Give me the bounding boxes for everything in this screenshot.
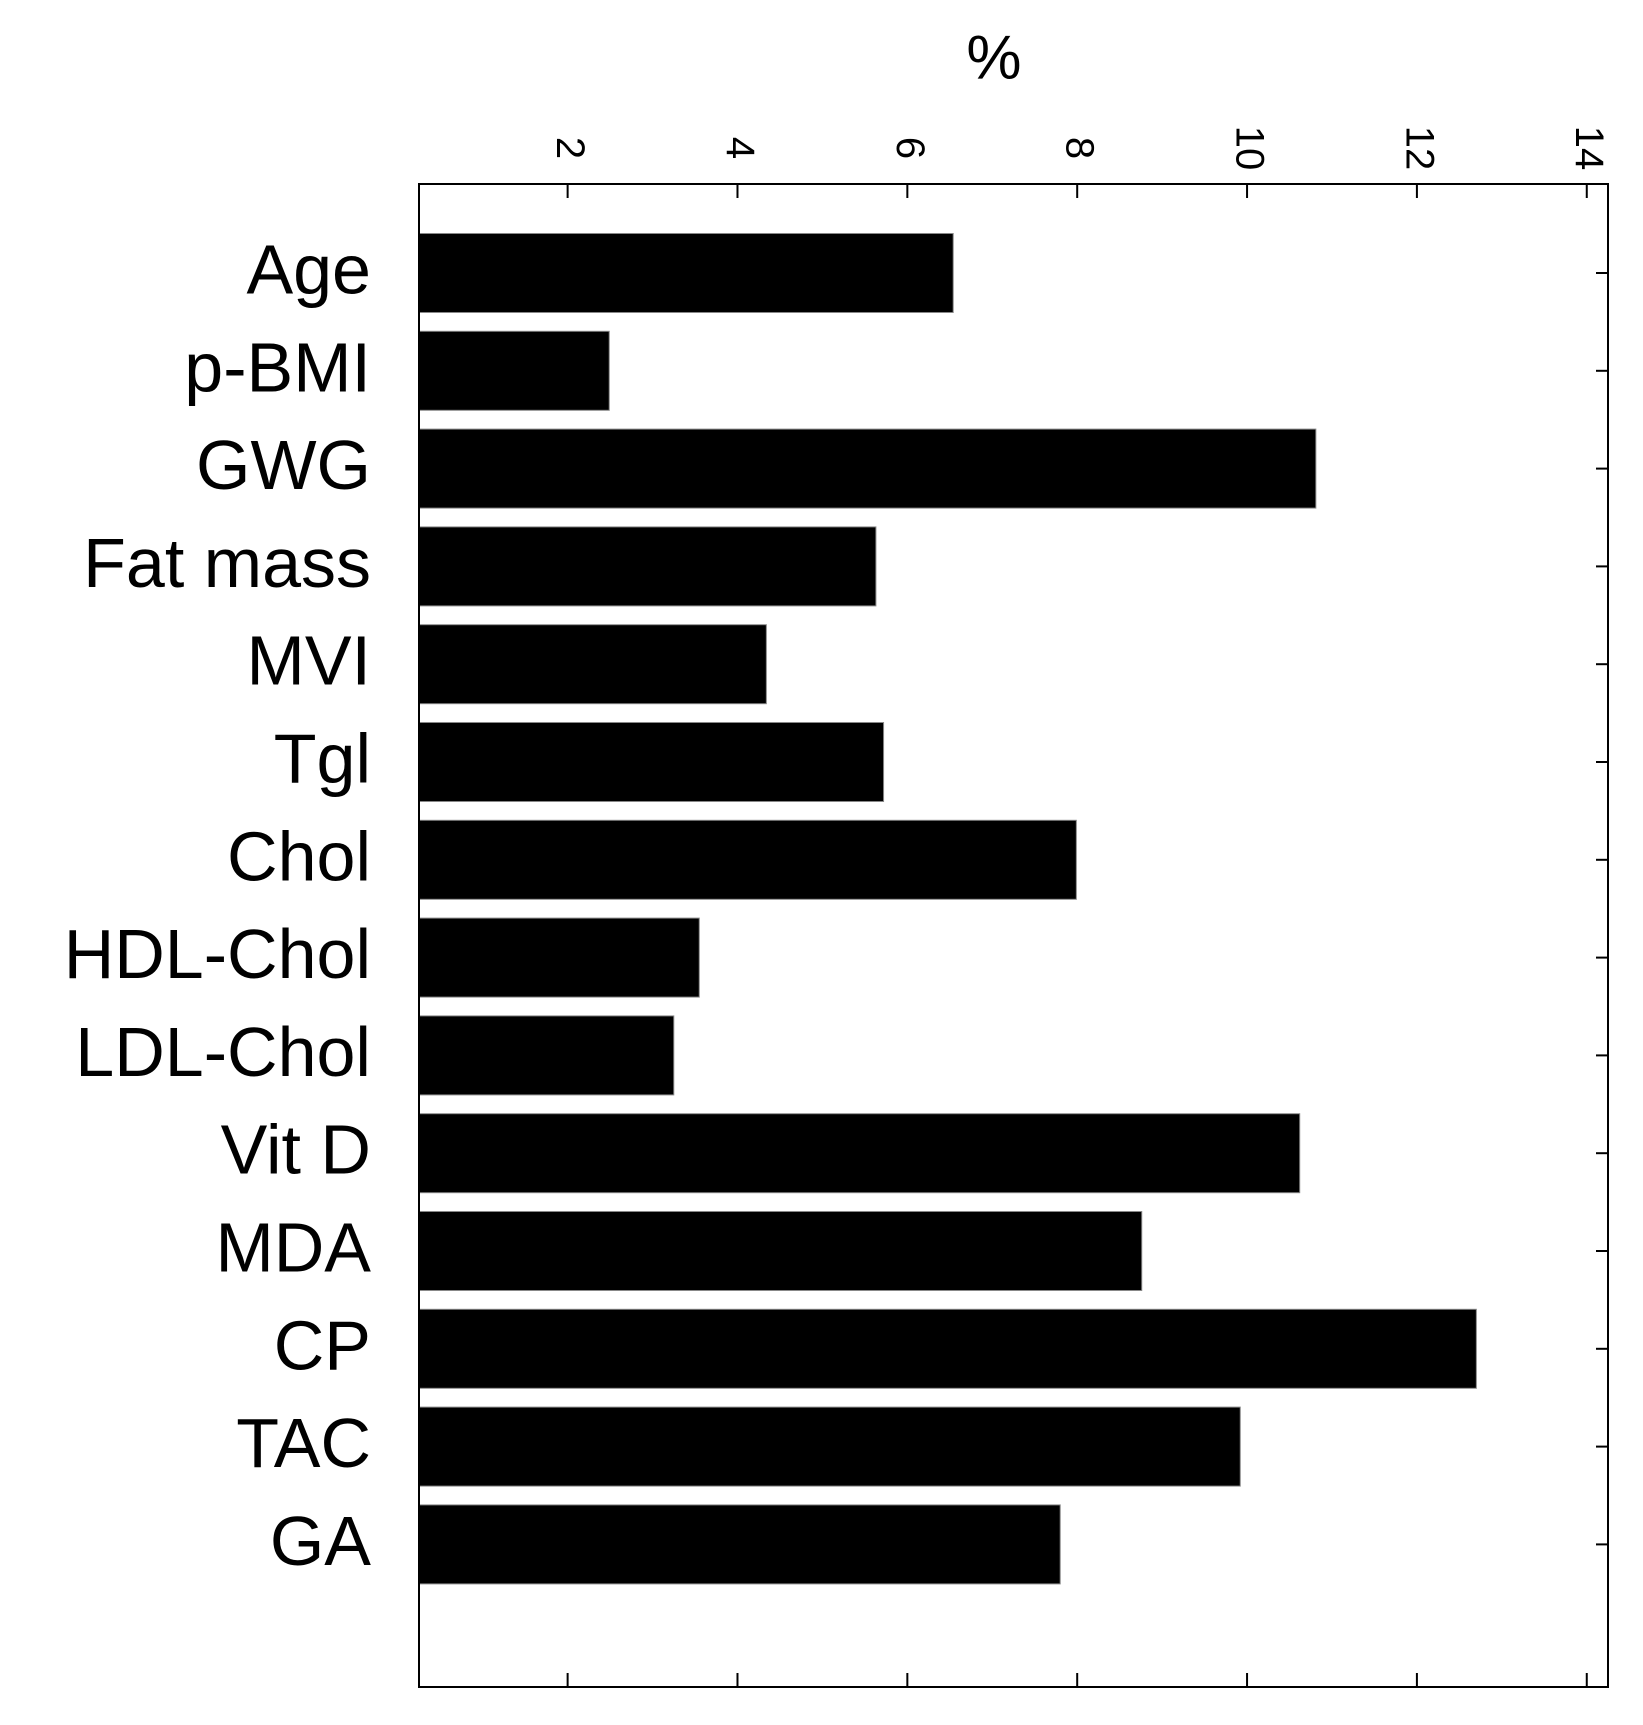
y-tick-label: GA — [270, 1502, 371, 1580]
bar — [418, 917, 700, 998]
y-tick-label: TAC — [236, 1404, 371, 1482]
bar — [418, 428, 1317, 509]
y-tick-label: Chol — [227, 817, 371, 895]
bar — [418, 819, 1077, 900]
y-tick-label: Tgl — [274, 719, 371, 797]
x-tick-label: 14 — [1567, 126, 1611, 171]
bar — [418, 624, 767, 705]
y-tick-label: Vit D — [221, 1111, 371, 1189]
bar — [418, 1211, 1143, 1291]
bar — [418, 1015, 675, 1096]
bar — [418, 233, 954, 313]
x-tick-label: 2 — [548, 137, 592, 159]
bar — [418, 1308, 1477, 1389]
bar — [418, 1406, 1241, 1487]
x-axis-label: % — [966, 23, 1021, 92]
x-tick-label: 8 — [1058, 137, 1102, 159]
y-tick-label: p-BMI — [184, 328, 371, 406]
y-tick-label: GWG — [196, 426, 371, 504]
y-tick-label: MVI — [247, 622, 371, 700]
bar — [418, 1113, 1301, 1194]
axes-frame — [418, 183, 1609, 1688]
bar — [418, 526, 877, 607]
y-tick-label: CP — [274, 1306, 371, 1384]
y-tick-label: LDL-Chol — [75, 1013, 371, 1091]
x-tick-label: 12 — [1397, 126, 1441, 171]
bar — [418, 330, 610, 411]
y-tick-label: HDL-Chol — [64, 915, 371, 993]
x-tick-label: 10 — [1227, 126, 1271, 171]
y-tick-label: Fat mass — [83, 524, 371, 602]
bar — [418, 722, 885, 802]
y-tick-label: Age — [246, 230, 371, 308]
x-tick-label: 6 — [888, 137, 932, 159]
bar — [418, 1504, 1061, 1585]
x-tick-label: 4 — [718, 137, 762, 159]
y-tick-label: MDA — [215, 1208, 371, 1286]
